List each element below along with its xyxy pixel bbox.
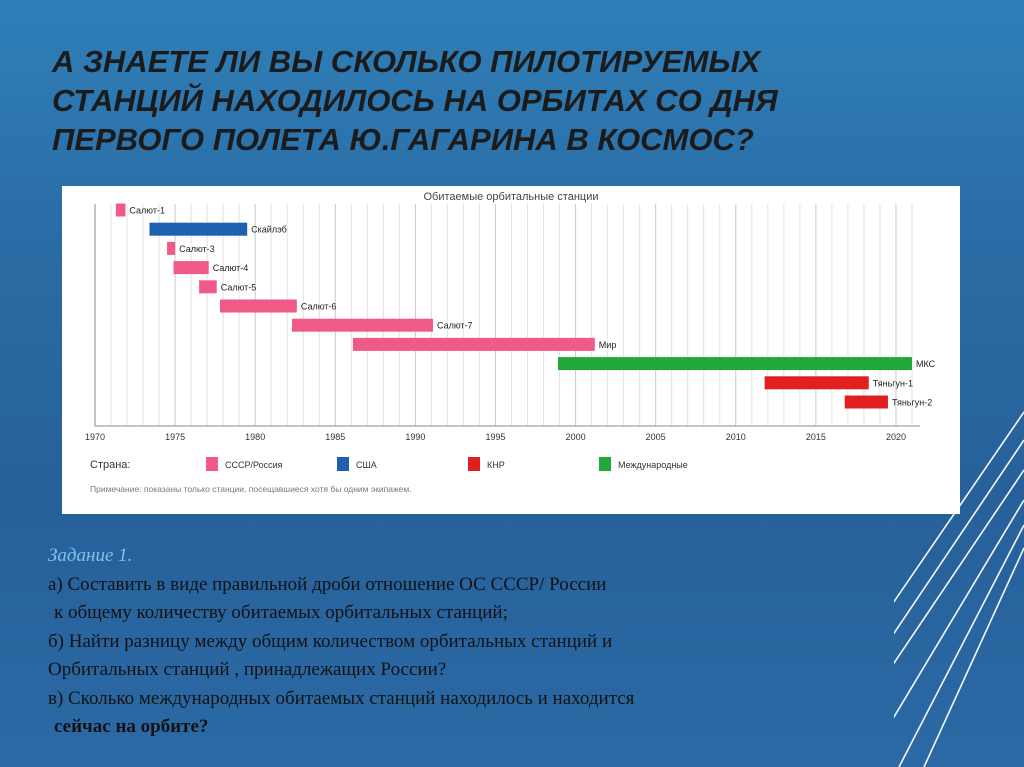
- legend-swatch-international: [599, 457, 611, 471]
- bar-label: Тяньгун-1: [873, 378, 913, 388]
- bar-label: Салют-6: [301, 302, 337, 312]
- x-tick-label: 1980: [245, 432, 265, 442]
- bar-тяньгун-2: [844, 395, 888, 409]
- bar-label: Салют-5: [221, 282, 257, 292]
- bar-label: МКС: [916, 359, 936, 369]
- x-tick-label: 1975: [165, 432, 185, 442]
- chart-panel: Обитаемые орбитальные станции 1970 1975 198…: [62, 186, 960, 514]
- x-tick-label: 1970: [85, 432, 105, 442]
- task-item-b-line2: Орбитальных станций , принадлежащих Росс…: [48, 659, 447, 680]
- task-block: Задание 1. а) Составить в виде правильно…: [48, 542, 948, 742]
- title-line-3: ПЕРВОГО ПОЛЕТА Ю.ГАГАРИНА В КОСМОС?: [52, 122, 754, 157]
- task-item-c-line1: в) Сколько международных обитаемых станц…: [48, 687, 635, 709]
- title-line-2: СТАНЦИЙ НАХОДИЛОСЬ НА ОРБИТАХ СО ДНЯ: [52, 83, 778, 118]
- task-item-a-line1: а) Составить в виде правильной дроби отн…: [48, 573, 607, 595]
- bar-мир: [352, 337, 595, 351]
- bar-салют-3: [167, 241, 176, 255]
- legend-swatch-usa: [337, 457, 349, 471]
- bar-салют-6: [219, 299, 297, 313]
- bar-label: Скайлэб: [251, 225, 287, 235]
- x-tick-label: 2010: [726, 432, 746, 442]
- x-tick-label: 2005: [646, 432, 666, 442]
- legend-label-ussr_russia: СССР/Россия: [225, 460, 283, 470]
- x-tick-label: 2000: [566, 432, 586, 442]
- x-tick-label: 1995: [485, 432, 505, 442]
- bar-салют-5: [199, 280, 217, 294]
- chart-title: Обитаемые орбитальные станции: [423, 191, 598, 203]
- task-item-b-line1: б) Найти разницу между общим количеством…: [48, 630, 613, 652]
- bar-label: Мир: [599, 340, 617, 350]
- bar-label: Салют-3: [179, 244, 215, 254]
- chart-note: Примечание: показаны только станции, пос…: [90, 484, 412, 494]
- bar-label: Салют-4: [213, 263, 249, 273]
- bar-салют-7: [292, 318, 434, 332]
- legend-label-china: КНР: [487, 460, 505, 470]
- slide-title: А ЗНАЕТЕ ЛИ ВЫ СКОЛЬКО ПИЛОТИРУЕМЫХ СТАН…: [52, 42, 972, 159]
- x-tick-label: 1990: [405, 432, 425, 442]
- legend-swatch-china: [468, 457, 480, 471]
- legend-label-international: Международные: [618, 460, 688, 470]
- legend-label-usa: США: [356, 460, 377, 470]
- x-tick-label: 2020: [886, 432, 906, 442]
- title-line-1: А ЗНАЕТЕ ЛИ ВЫ СКОЛЬКО ПИЛОТИРУЕМЫХ: [52, 44, 761, 79]
- bar-label: Салют-7: [437, 321, 473, 331]
- task-heading: Задание 1.: [48, 545, 133, 566]
- x-tick-label: 2015: [806, 432, 826, 442]
- task-item-a-line2: к общему количеству обитаемых орбитальны…: [54, 602, 508, 623]
- bar-мкс: [557, 357, 912, 371]
- bar-салют-1: [115, 203, 126, 217]
- bar-салют-4: [173, 261, 209, 275]
- bar-label: Салют-1: [129, 206, 165, 216]
- decorative-lines: [894, 411, 1024, 767]
- legend-swatch-ussr_russia: [206, 457, 218, 471]
- bar-label: Тяньгун-2: [892, 398, 932, 408]
- bar-скайлэб: [149, 222, 248, 236]
- task-item-c-line2: сейчас на орбите?: [54, 716, 209, 737]
- x-tick-label: 1985: [325, 432, 345, 442]
- bar-тяньгун-1: [764, 376, 869, 390]
- legend-title: Страна:: [90, 459, 130, 471]
- timeline-chart: Обитаемые орбитальные станции 1970 1975 198…: [85, 191, 936, 494]
